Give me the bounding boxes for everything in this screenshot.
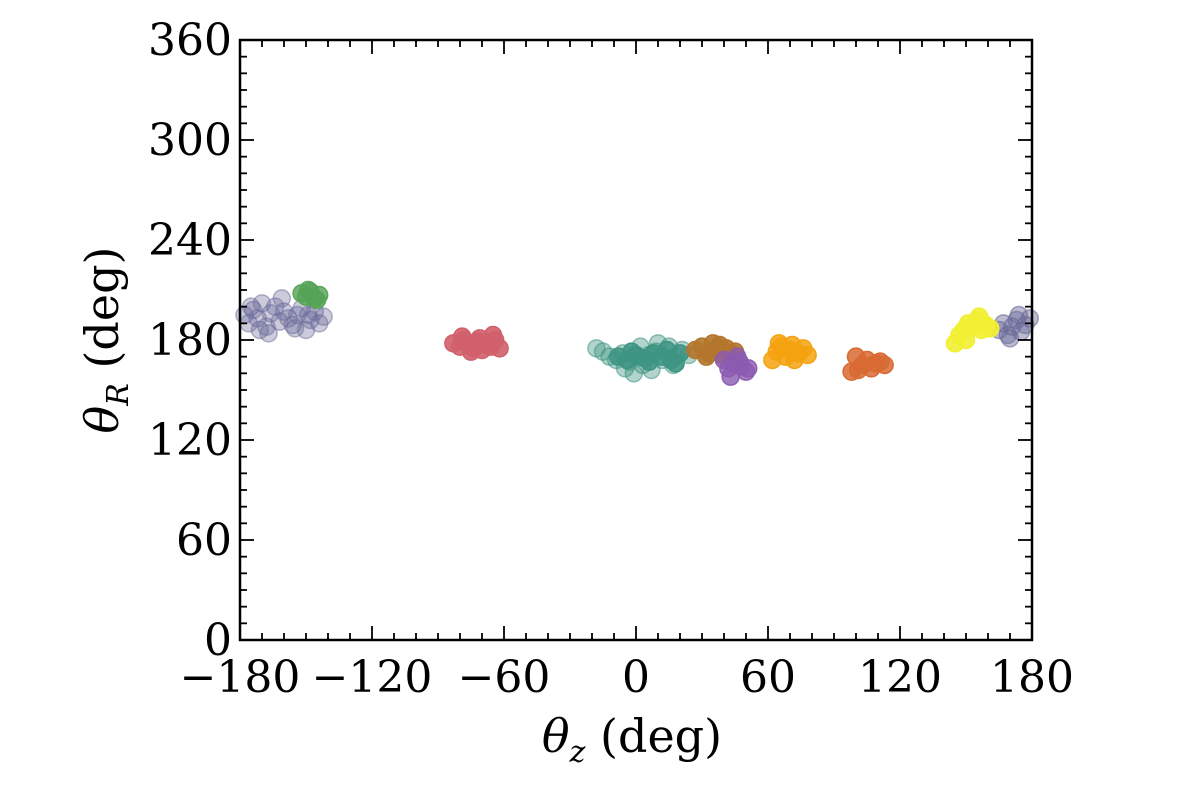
data-point: [307, 290, 327, 310]
data-point: [461, 342, 481, 361]
data-point: [470, 329, 490, 348]
y-axis-symbol: θ: [75, 406, 129, 434]
data-point: [657, 340, 677, 360]
x-axis-label: θz (deg): [542, 709, 722, 770]
x-tick-label: −60: [458, 652, 551, 703]
x-axis-unit: (deg): [585, 709, 722, 763]
data-point: [298, 305, 318, 325]
y-tick-label: 60: [176, 515, 232, 566]
y-tick-label: 360: [148, 15, 232, 66]
data-point: [285, 319, 305, 338]
data-point: [848, 360, 868, 380]
data-point: [798, 345, 817, 365]
data-point: [956, 330, 976, 350]
y-tick-label: 240: [148, 215, 232, 266]
y-tick-label: 180: [148, 315, 232, 366]
x-tick-label: −120: [312, 652, 433, 703]
y-axis-unit: (deg): [75, 247, 129, 384]
data-point: [272, 289, 292, 308]
data-point: [666, 354, 685, 373]
data-point: [452, 327, 472, 346]
data-point: [622, 342, 641, 361]
y-tick-label: 120: [148, 415, 232, 466]
x-tick-label: 120: [858, 652, 942, 703]
x-tick-label: 0: [622, 652, 650, 703]
x-tick-label: 60: [740, 652, 796, 703]
y-tick-label: 0: [204, 615, 232, 666]
data-point: [738, 359, 758, 378]
data-point: [697, 347, 716, 366]
data-point: [782, 335, 802, 355]
data-point: [314, 307, 333, 326]
data-point: [639, 352, 659, 371]
data-point: [1009, 305, 1029, 325]
y-tick-label: 300: [148, 115, 232, 166]
ticks-layer: [239, 39, 1033, 641]
data-point: [721, 367, 740, 386]
data-point: [1000, 329, 1020, 348]
data-point: [250, 320, 270, 340]
x-tick-label: 180: [990, 652, 1074, 703]
x-tick-label: −180: [180, 652, 301, 703]
y-axis-subscript: R: [101, 383, 136, 407]
data-point: [875, 355, 894, 375]
tick-labels: −180 −120 −60 0 60 120 180 0 60 120 180 240 300 360: [148, 15, 1074, 703]
y-axis-label: θR (deg): [75, 247, 136, 434]
x-axis-subscript: z: [569, 735, 586, 770]
data-point: [969, 307, 989, 326]
x-axis-symbol: θ: [542, 709, 570, 763]
data-point: [980, 319, 1000, 338]
points-layer: [235, 280, 1040, 386]
